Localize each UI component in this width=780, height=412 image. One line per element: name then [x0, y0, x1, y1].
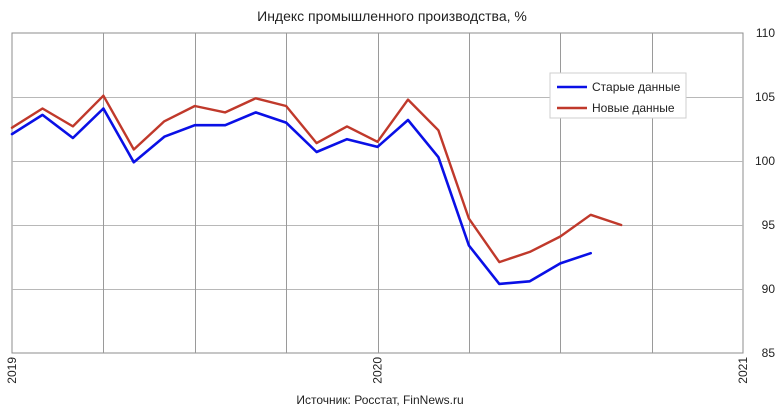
chart-title: Индекс промышленного производства, %	[257, 8, 527, 24]
legend-label-new-data: Новые данные	[592, 101, 675, 115]
y-axis-ticks: 85 90 95 100 105 110	[755, 26, 775, 360]
y-tick-label: 90	[762, 282, 776, 296]
legend-label-old-data: Старые данные	[592, 80, 681, 94]
y-tick-label: 110	[756, 26, 775, 40]
x-axis-ticks: 2019 2020 2021	[5, 357, 750, 384]
series-line-new-data	[10, 94, 623, 264]
legend: Старые данные Новые данные	[549, 72, 687, 119]
series-line-old-data	[10, 107, 593, 286]
plot-frame	[11, 32, 744, 354]
legend-box	[549, 72, 687, 119]
y-tick-label: 100	[755, 154, 775, 168]
x-tick-label: 2021	[736, 357, 750, 384]
x-tick-label: 2020	[371, 357, 385, 384]
x-tick-label: 2019	[5, 357, 19, 384]
series-layer	[10, 94, 623, 286]
y-tick-label: 85	[762, 346, 776, 360]
y-tick-label: 95	[762, 218, 776, 232]
chart-source: Источник: Росстат, FinNews.ru	[296, 393, 463, 407]
y-tick-label: 105	[755, 90, 775, 104]
